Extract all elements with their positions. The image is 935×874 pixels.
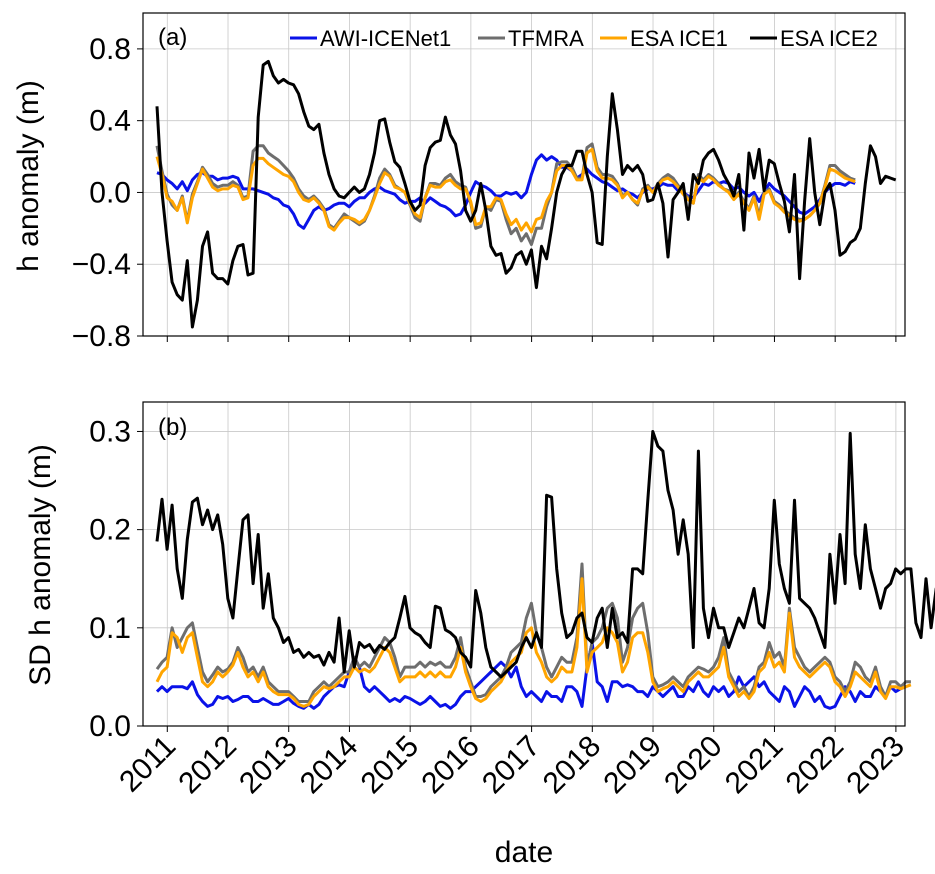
y-tick-label: 0.8	[89, 33, 131, 66]
x-axis-title: date	[495, 836, 553, 869]
panel-label-a: (a)	[158, 24, 187, 51]
x-tick-label-2021: 2021	[719, 730, 790, 801]
series-line-esa-ice2-a	[155, 59, 897, 329]
y-tick-label: 0.3	[89, 415, 131, 448]
x-tick-label-2022: 2022	[780, 730, 851, 801]
x-tick-label-2018: 2018	[537, 730, 608, 801]
ticks-a	[137, 48, 897, 342]
legend-label-tfmra: TFMRA	[508, 26, 584, 51]
y-tick-label: 0.0	[89, 710, 131, 743]
series-line-awi-icenet1-b	[155, 641, 907, 710]
x-tick-label-2013: 2013	[233, 730, 304, 801]
series-line-tfmra-a	[155, 142, 856, 246]
legend-label-awi: AWI-ICENet1	[320, 26, 451, 51]
y-tick-label: 0.2	[89, 514, 131, 547]
x-tick-label-2014: 2014	[294, 730, 365, 801]
x-tick-label-2016: 2016	[415, 730, 486, 801]
x-tick-label-2012: 2012	[172, 730, 243, 801]
panel-a: −0.8 −0.4 0.0 0.4 0.8 (a) h anomaly (m) AWI-…	[12, 12, 906, 353]
series-line-esa-ice2-b	[155, 430, 935, 679]
legend-label-ice1: ESA ICE1	[630, 26, 728, 51]
plot-frame-b	[142, 401, 906, 727]
legend-label-ice2: ESA ICE2	[780, 26, 878, 51]
x-tick-label-2015: 2015	[355, 730, 426, 801]
series-lines-a	[155, 59, 897, 329]
ticks-b	[137, 430, 897, 732]
series-line-esa-ice1-a	[155, 147, 856, 234]
x-tick-label-2023: 2023	[840, 730, 911, 801]
y-axis-title-a: h anomaly (m)	[12, 80, 45, 272]
panel-label-b: (b)	[158, 414, 187, 441]
series-lines-b	[155, 430, 935, 710]
y-tick-labels-a: −0.8 −0.4 0.0 0.4 0.8	[72, 33, 131, 353]
legend: AWI-ICENet1 TFMRA ESA ICE1 ESA ICE2	[290, 26, 878, 51]
y-tick-label: 0.0	[89, 176, 131, 209]
y-tick-label: −0.8	[72, 320, 131, 353]
x-tick-labels: 2011201220132014201520162017201820192020…	[113, 730, 911, 801]
x-tick-label-2019: 2019	[597, 730, 668, 801]
y-axis-title-b: SD h anomaly (m)	[24, 444, 57, 686]
panel-b: 0.0 0.1 0.2 0.3 (b) SD h anomaly (m)	[24, 401, 935, 743]
y-tick-labels-b: 0.0 0.1 0.2 0.3	[89, 415, 131, 743]
y-tick-label: −0.4	[72, 248, 131, 281]
y-tick-label: 0.1	[89, 612, 131, 645]
x-tick-label-2017: 2017	[476, 730, 547, 801]
plot-frame-a	[142, 12, 906, 337]
x-tick-label-2020: 2020	[658, 730, 729, 801]
y-tick-label: 0.4	[89, 105, 131, 138]
